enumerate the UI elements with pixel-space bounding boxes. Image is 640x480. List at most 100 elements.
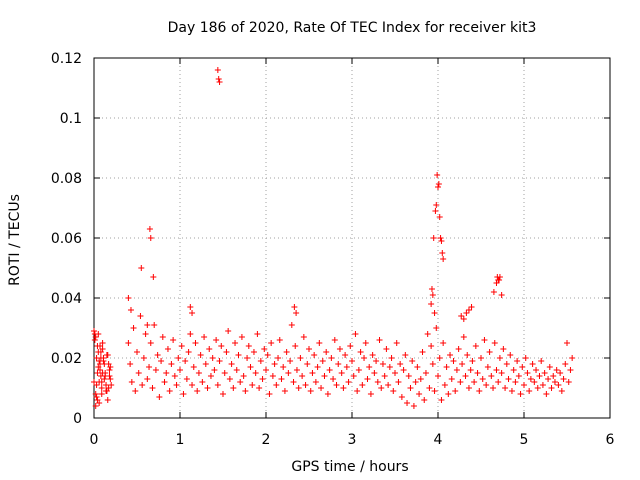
data-point — [385, 382, 392, 388]
data-point — [297, 355, 304, 361]
data-point — [152, 367, 159, 373]
data-point — [245, 343, 252, 349]
data-point — [367, 391, 374, 397]
data-point — [543, 391, 550, 397]
data-point — [555, 382, 562, 388]
data-point — [443, 364, 450, 370]
data-point — [101, 376, 108, 382]
data-point — [465, 385, 472, 391]
data-point — [496, 355, 503, 361]
data-point — [170, 337, 177, 343]
data-point — [333, 382, 340, 388]
data-point — [177, 367, 183, 373]
data-point — [340, 385, 347, 391]
data-point — [187, 331, 194, 337]
data-point — [458, 313, 465, 319]
data-point — [447, 352, 454, 358]
data-point — [314, 364, 321, 370]
data-point — [98, 385, 105, 391]
data-point — [392, 370, 398, 376]
data-point — [166, 388, 173, 394]
data-point — [362, 340, 369, 346]
data-point — [331, 337, 338, 343]
data-point — [97, 355, 104, 361]
data-point — [407, 385, 414, 391]
data-point — [462, 373, 469, 379]
data-point — [159, 334, 166, 340]
data-point — [232, 340, 239, 346]
data-point — [428, 286, 435, 292]
data-point — [565, 379, 572, 385]
data-point — [128, 379, 135, 385]
data-point — [404, 400, 411, 406]
data-point — [527, 376, 534, 382]
data-point — [142, 331, 149, 337]
data-point — [551, 379, 558, 385]
data-point — [476, 388, 483, 394]
data-point — [233, 367, 240, 373]
data-point — [291, 304, 298, 310]
data-point — [467, 367, 474, 373]
data-point — [393, 340, 400, 346]
data-point — [469, 358, 476, 364]
data-point — [287, 358, 294, 364]
data-point — [550, 373, 557, 379]
data-point — [178, 343, 185, 349]
data-point — [330, 376, 337, 382]
data-point — [364, 376, 371, 382]
data-point — [538, 358, 545, 364]
data-point — [161, 379, 168, 385]
data-point — [99, 346, 106, 352]
data-point — [316, 340, 323, 346]
data-point — [139, 382, 146, 388]
data-point — [94, 397, 101, 403]
data-point — [345, 379, 352, 385]
data-point — [252, 370, 259, 376]
data-point — [250, 349, 257, 355]
data-point — [156, 394, 163, 400]
data-point — [135, 370, 142, 376]
data-point — [261, 346, 268, 352]
data-point — [215, 76, 222, 82]
data-point — [536, 373, 543, 379]
data-point — [519, 364, 526, 370]
data-point — [98, 391, 105, 397]
data-point — [209, 355, 216, 361]
data-point — [293, 310, 300, 316]
data-point — [309, 370, 316, 376]
data-point — [374, 379, 381, 385]
data-point — [140, 355, 147, 361]
data-point — [185, 349, 192, 355]
data-point — [350, 373, 357, 379]
y-axis-label: ROTI / TECUs — [7, 194, 23, 286]
data-point — [285, 370, 292, 376]
data-point — [435, 373, 441, 379]
data-point — [319, 358, 326, 364]
data-point — [464, 352, 471, 358]
x-tick-label: 2 — [262, 432, 271, 448]
data-point — [448, 376, 455, 382]
data-point — [531, 379, 538, 385]
data-point — [163, 370, 170, 376]
data-point — [529, 361, 536, 367]
data-point — [507, 352, 514, 358]
data-point — [216, 79, 223, 85]
data-point — [244, 355, 251, 361]
data-point — [417, 376, 424, 382]
data-point — [438, 397, 445, 403]
data-point — [502, 385, 509, 391]
data-point — [503, 361, 510, 367]
data-point — [361, 355, 368, 361]
data-point — [192, 340, 199, 346]
data-point — [101, 361, 108, 367]
data-point — [398, 394, 405, 400]
data-point — [150, 274, 157, 280]
data-point — [508, 388, 515, 394]
data-point — [173, 382, 180, 388]
data-point — [498, 292, 505, 298]
data-point — [545, 376, 552, 382]
data-point — [283, 349, 290, 355]
data-point — [103, 352, 110, 358]
data-point — [491, 340, 498, 346]
